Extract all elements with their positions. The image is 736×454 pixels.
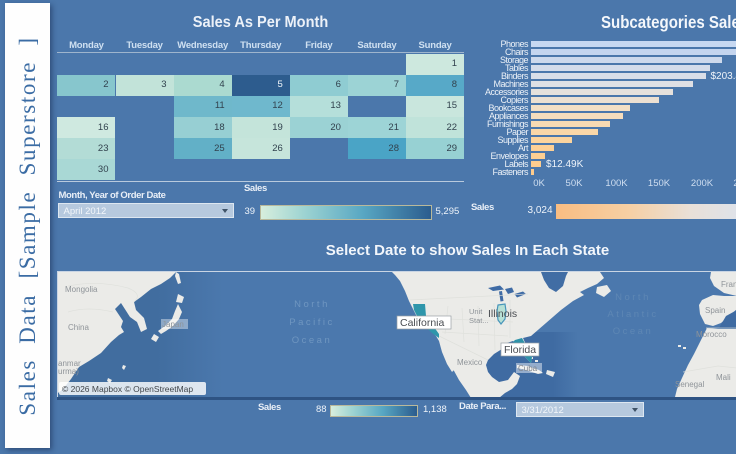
svg-text:Atlantic: Atlantic bbox=[607, 309, 658, 320]
svg-text:urma): urma) bbox=[58, 367, 79, 376]
svg-text:Cuba: Cuba bbox=[518, 364, 538, 373]
svg-text:Japan: Japan bbox=[162, 320, 184, 329]
svg-text:North: North bbox=[615, 292, 651, 303]
svg-text:China: China bbox=[68, 323, 89, 332]
svg-text:Illinois: Illinois bbox=[488, 308, 517, 320]
svg-text:Spain: Spain bbox=[705, 306, 725, 315]
svg-text:Pacific: Pacific bbox=[289, 317, 334, 328]
svg-text:Stat...: Stat... bbox=[469, 316, 489, 325]
svg-text:Florida: Florida bbox=[504, 344, 536, 356]
svg-text:© 2026 Mapbox © OpenStreetMap: © 2026 Mapbox © OpenStreetMap bbox=[62, 384, 193, 394]
svg-text:Fran: Fran bbox=[721, 280, 736, 289]
svg-text:anmar: anmar bbox=[58, 359, 81, 368]
svg-text:Mongolia: Mongolia bbox=[65, 285, 98, 294]
svg-text:North: North bbox=[294, 299, 330, 310]
svg-text:Unit: Unit bbox=[469, 307, 483, 316]
svg-text:Ocean: Ocean bbox=[292, 335, 333, 346]
svg-text:Ocean: Ocean bbox=[613, 326, 654, 337]
svg-text:Morocco: Morocco bbox=[696, 330, 727, 339]
svg-text:Mali: Mali bbox=[716, 373, 731, 382]
svg-text:California: California bbox=[400, 317, 445, 329]
svg-text:Senegal: Senegal bbox=[675, 380, 705, 389]
svg-text:Mexico: Mexico bbox=[457, 358, 483, 367]
